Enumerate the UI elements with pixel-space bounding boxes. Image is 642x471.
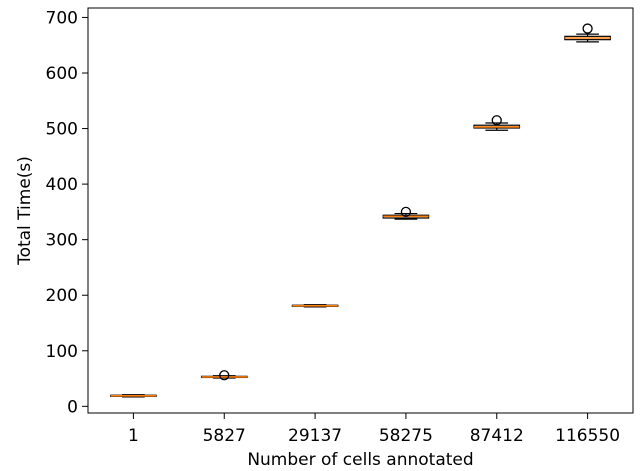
box-5827	[200, 370, 248, 381]
y-tick-label: 100	[46, 342, 78, 362]
y-tick-label: 600	[46, 64, 78, 84]
outlier-point	[491, 115, 502, 126]
box-116550	[564, 23, 611, 43]
x-axis: 1 5827 29137 58275 87412 116550	[128, 413, 620, 446]
x-tick-label: 5827	[203, 426, 246, 446]
y-axis: 0 100 200 300 400 500 600 700	[46, 8, 88, 417]
plot-area	[110, 23, 611, 398]
box-58275	[382, 206, 430, 220]
outlier-point	[219, 370, 230, 381]
x-tick-label: 87412	[470, 426, 524, 446]
x-tick-label: 58275	[379, 426, 433, 446]
x-axis-label: Number of cells annotated	[247, 450, 473, 470]
outlier-point	[400, 206, 412, 218]
y-tick-label: 700	[46, 8, 78, 28]
x-tick-label: 116550	[555, 426, 620, 446]
x-tick-label: 29137	[288, 426, 342, 446]
outlier-point	[582, 23, 593, 34]
y-tick-label: 0	[67, 397, 78, 417]
y-axis-label: Total Time(s)	[15, 156, 35, 266]
y-tick-label: 500	[46, 120, 78, 140]
box-87412	[473, 115, 521, 131]
y-tick-label: 400	[46, 175, 78, 195]
x-tick-label: 1	[128, 426, 139, 446]
y-tick-label: 200	[46, 286, 78, 306]
plot-frame	[87, 7, 634, 414]
y-tick-label: 300	[46, 231, 78, 251]
box-1	[110, 394, 157, 398]
box-29137	[291, 304, 339, 308]
